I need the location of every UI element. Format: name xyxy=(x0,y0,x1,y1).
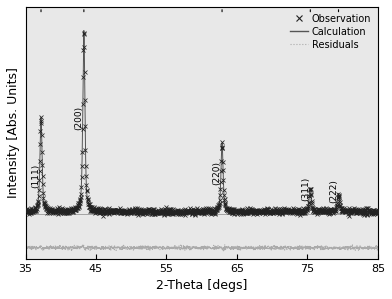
Text: (220): (220) xyxy=(212,161,221,185)
X-axis label: 2-Theta [degs]: 2-Theta [degs] xyxy=(156,279,247,292)
Legend: Observation, Calculation, Residuals: Observation, Calculation, Residuals xyxy=(289,12,373,51)
Text: (111): (111) xyxy=(32,164,41,188)
Text: (311): (311) xyxy=(301,177,310,201)
Y-axis label: Intensity [Abs. Units]: Intensity [Abs. Units] xyxy=(7,67,20,198)
Text: (222): (222) xyxy=(329,179,338,203)
Text: (200): (200) xyxy=(74,106,83,130)
